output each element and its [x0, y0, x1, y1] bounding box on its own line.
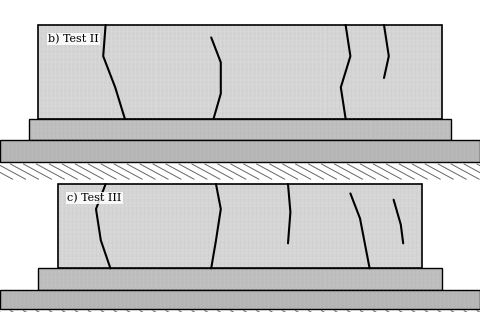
Bar [58, 184, 422, 268]
Bar [0, 162, 480, 181]
Text: b) Test II: b) Test II [48, 34, 99, 44]
Bar [29, 119, 451, 140]
Bar [38, 268, 442, 290]
Bar [0, 309, 480, 312]
Bar [38, 25, 442, 119]
Bar [0, 290, 480, 309]
Text: c) Test III: c) Test III [67, 193, 121, 203]
Bar [0, 140, 480, 162]
